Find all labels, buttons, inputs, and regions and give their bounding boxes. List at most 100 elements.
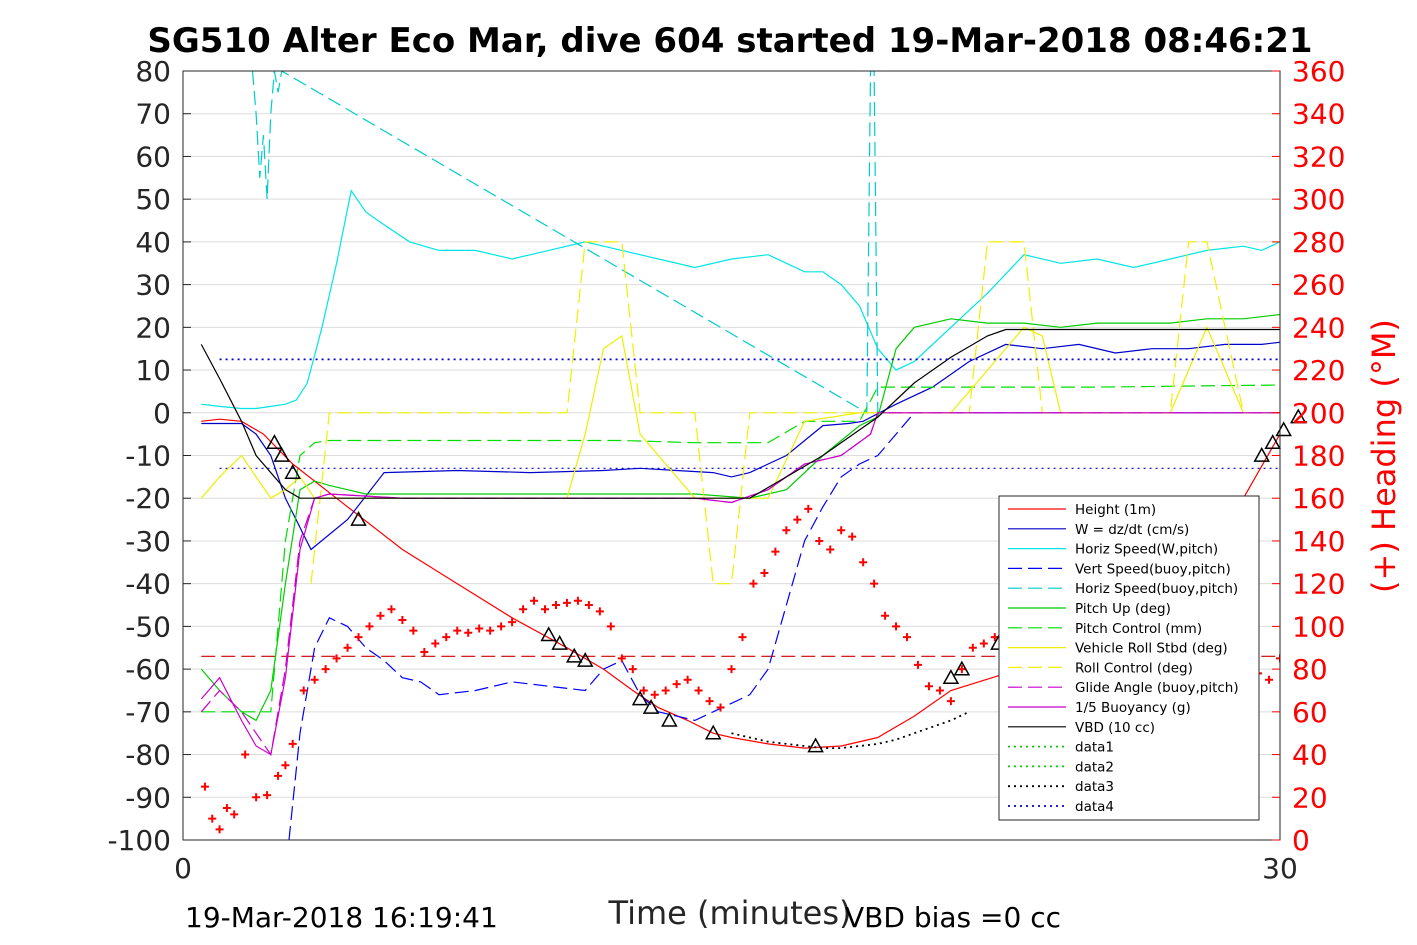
footer-timestamp: 19-Mar-2018 16:19:41 [185, 901, 498, 934]
right-y-tick-label: 180 [1292, 440, 1345, 473]
heading-point [497, 622, 506, 631]
triangle-marker [631, 690, 649, 706]
legend-entry: Vehicle Roll Stbd (deg) [1075, 641, 1228, 657]
legend-entry: Pitch Up (deg) [1075, 601, 1171, 617]
heading-point [420, 648, 429, 657]
heading-point [661, 686, 670, 695]
heading-point [727, 665, 736, 674]
heading-point [815, 536, 824, 545]
legend-entry: W = dz/dt (cm/s) [1075, 522, 1189, 538]
heading-point [859, 558, 868, 567]
series-line-5 [200, 313, 1280, 722]
heading-point [628, 665, 637, 674]
heading-point [541, 605, 550, 614]
footer-vbd-bias: VBD bias =0 cc [845, 901, 1061, 934]
heading-point [310, 675, 319, 684]
heading-point [486, 626, 495, 635]
heading-point [870, 579, 879, 588]
heading-point [848, 532, 857, 541]
heading-point [519, 605, 528, 614]
legend-entry: data2 [1075, 759, 1114, 775]
heading-point [903, 633, 912, 642]
heading-point [979, 639, 988, 648]
right-y-tick-label: 340 [1292, 98, 1345, 131]
right-y-tick-label: 140 [1292, 525, 1345, 558]
triangle-marker [942, 669, 960, 685]
heading-point [606, 622, 615, 631]
legend-entry: Glide Angle (buoy,pitch) [1075, 680, 1239, 696]
heading-point [913, 660, 922, 669]
series-line-6 [201, 384, 1280, 713]
heading-point [639, 686, 648, 695]
triangle-marker [273, 446, 291, 462]
heading-point [584, 601, 593, 610]
series-line-14 [731, 710, 970, 749]
legend-entry: Height (1m) [1075, 502, 1156, 518]
heading-point [957, 665, 966, 674]
right-y-tick-label: 320 [1292, 140, 1345, 173]
y-tick-label: 20 [135, 311, 171, 344]
legend-entry: Roll Control (deg) [1075, 660, 1193, 676]
right-y-tick-label: 40 [1292, 739, 1328, 772]
right-y-tick-label: 280 [1292, 226, 1345, 259]
y-tick-label: -50 [125, 610, 171, 643]
heading-point [208, 814, 217, 823]
legend-entry: 1/5 Buoyancy (g) [1075, 700, 1191, 716]
chart-title: SG510 Alter Eco Mar, dive 604 started 19… [147, 21, 1312, 61]
heading-point [200, 782, 209, 791]
y-tick-label: 80 [135, 55, 171, 88]
heading-point [230, 810, 239, 819]
heading-point [694, 686, 703, 695]
triangle-marker [953, 660, 971, 676]
legend-entry: Pitch Control (mm) [1075, 621, 1202, 637]
heading-point [252, 793, 261, 802]
heading-point [881, 611, 890, 620]
heading-point [804, 504, 813, 513]
heading-point [716, 703, 725, 712]
heading-point [837, 526, 846, 535]
series-line-1 [201, 341, 1280, 551]
right-y-tick-label: 300 [1292, 183, 1345, 216]
right-y-tick-label: 220 [1292, 354, 1345, 387]
right-y-tick-label: 60 [1292, 696, 1328, 729]
heading-point [387, 605, 396, 614]
heading-point [1276, 654, 1280, 663]
heading-point [215, 825, 224, 834]
heading-point [935, 686, 944, 695]
right-y-axis: 3603403203002802602402202001801601401201… [1272, 55, 1345, 857]
heading-point [760, 568, 769, 577]
heading-point [650, 690, 659, 699]
heading-point [241, 750, 250, 759]
triangle-marker [1253, 446, 1270, 462]
heading-point [409, 626, 418, 635]
triangle-marker [350, 511, 367, 526]
y-tick-label: 30 [135, 269, 171, 302]
y-tick-label: -100 [107, 824, 171, 857]
heading-point [672, 680, 681, 689]
right-y-tick-label: 100 [1292, 610, 1345, 643]
triangle-marker [551, 634, 568, 650]
heading-point [442, 633, 451, 642]
triangle-marker [807, 737, 824, 753]
right-y-axis-label: (+) Heading (°M) [1365, 319, 1403, 593]
heading-point [617, 654, 626, 663]
heading-point [299, 686, 308, 695]
triangle-marker [642, 699, 660, 714]
heading-point [968, 643, 977, 652]
right-y-tick-label: 0 [1292, 824, 1310, 857]
heading-point [464, 628, 473, 637]
triangle-marker [1290, 408, 1307, 424]
right-y-tick-label: 80 [1292, 653, 1328, 686]
right-y-tick-label: 260 [1292, 269, 1345, 302]
heading-point [508, 618, 517, 627]
legend-entry: Horiz Speed(W,pitch) [1075, 542, 1218, 558]
heading-point [595, 607, 604, 616]
legend-box [998, 495, 1260, 821]
x-axis: 0 30 [174, 832, 1298, 885]
heading-point [365, 622, 374, 631]
heading-point [946, 697, 955, 706]
y-tick-label: 70 [135, 98, 171, 131]
heading-point [222, 803, 231, 812]
y-tick-label: -20 [125, 482, 171, 515]
triangle-marker [540, 626, 557, 642]
